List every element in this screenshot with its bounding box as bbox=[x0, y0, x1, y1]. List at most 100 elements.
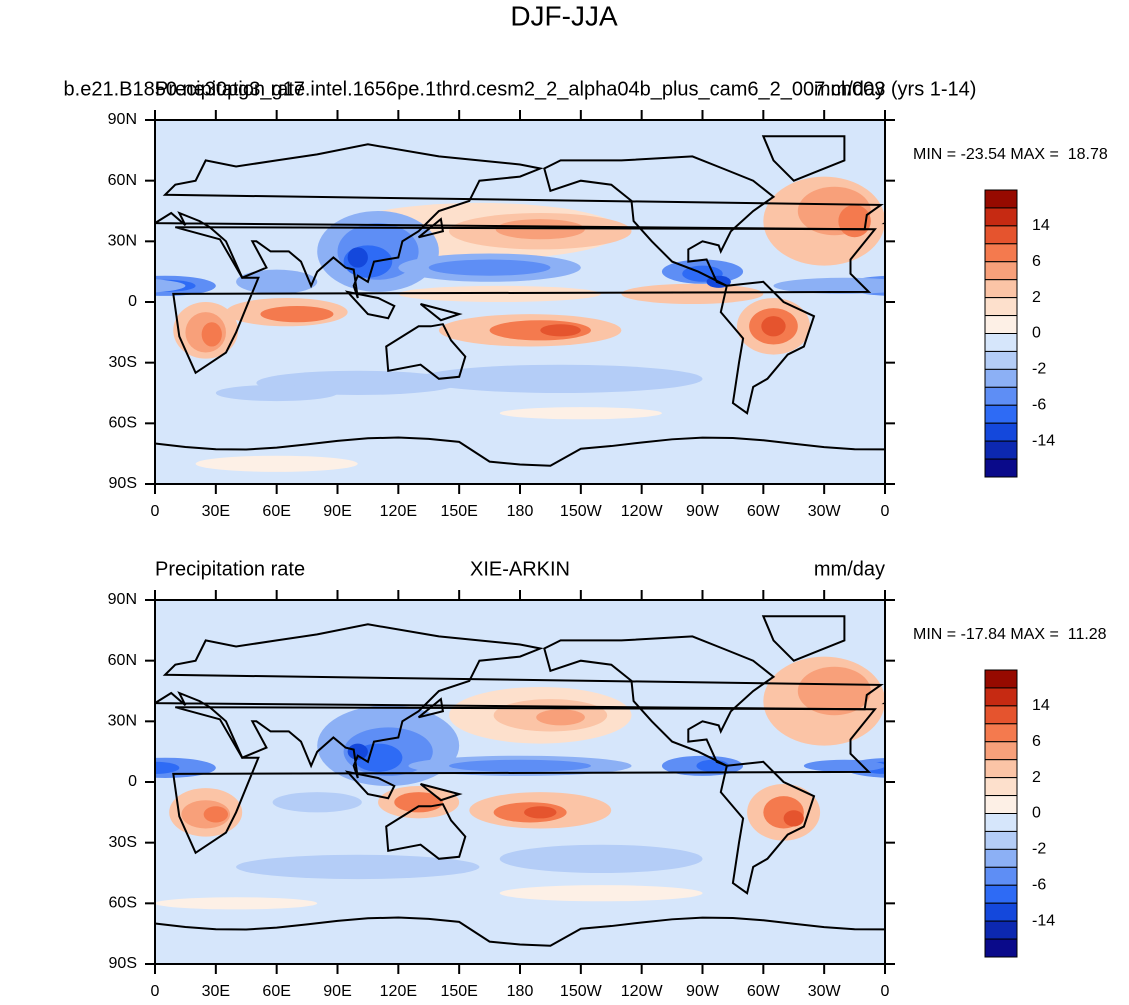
field-contour bbox=[1074, 245, 1123, 277]
x-tick-label: 30E bbox=[202, 983, 230, 1000]
field-contour bbox=[0, 284, 33, 304]
y-tick-label: 60S bbox=[109, 895, 137, 912]
field-contour bbox=[885, 897, 1047, 909]
colorbar-box bbox=[984, 669, 1018, 689]
field-background bbox=[155, 600, 885, 964]
y-tick-label: 30N bbox=[108, 233, 137, 250]
field-contour bbox=[104, 280, 145, 292]
coastline bbox=[419, 303, 463, 322]
colorbar-box bbox=[984, 705, 1018, 725]
field-contour bbox=[74, 760, 155, 772]
field-contour bbox=[418, 364, 703, 393]
field-contour bbox=[1084, 744, 1129, 772]
y-tick-label: 90N bbox=[108, 591, 137, 608]
colorbar-box bbox=[984, 759, 1018, 779]
field-contour bbox=[540, 324, 581, 337]
field-contour bbox=[68, 187, 141, 236]
colorbar-box bbox=[984, 297, 1018, 317]
right-string: mm/day bbox=[814, 558, 885, 580]
colorbar-box bbox=[984, 279, 1018, 299]
x-tick-label: 150E bbox=[440, 503, 477, 520]
x-tick-label: 120W bbox=[621, 983, 664, 1000]
coastline bbox=[155, 436, 885, 467]
x-tick-label: 30E bbox=[202, 503, 230, 520]
colorbar-box bbox=[984, 243, 1018, 263]
x-tick-label: 60W bbox=[747, 983, 781, 1000]
field-contour bbox=[1124, 792, 1129, 812]
field-contour bbox=[347, 247, 368, 268]
y-tick-label: 90S bbox=[109, 955, 137, 972]
field-contour bbox=[155, 897, 318, 910]
colorbar-box bbox=[984, 368, 1018, 388]
colorbar-label: -14 bbox=[1032, 912, 1055, 929]
coastline bbox=[1078, 772, 1125, 798]
field-contour bbox=[915, 312, 956, 352]
y-tick-label: 30S bbox=[109, 834, 137, 851]
colorbar-box bbox=[984, 777, 1018, 797]
field-contour bbox=[0, 756, 13, 776]
colorbar-box bbox=[984, 938, 1018, 958]
field-contour bbox=[19, 308, 68, 344]
x-tick-label: 90E bbox=[323, 503, 351, 520]
colorbar-label: -2 bbox=[1032, 841, 1046, 858]
colorbar-box bbox=[984, 386, 1018, 406]
x-tick-label: 150W bbox=[560, 983, 603, 1000]
y-tick-label: 30N bbox=[108, 713, 137, 730]
coastline bbox=[719, 760, 816, 895]
coastline bbox=[155, 916, 885, 947]
field-contour bbox=[68, 667, 141, 716]
right-string: mm/day bbox=[814, 78, 885, 100]
field-contour bbox=[7, 298, 80, 355]
field-contour bbox=[903, 302, 968, 359]
field-contour bbox=[1078, 744, 1098, 760]
colorbar-box bbox=[984, 687, 1018, 707]
coastline bbox=[172, 226, 877, 375]
y-tick-label: 60N bbox=[108, 652, 137, 669]
field-contour bbox=[54, 810, 74, 826]
colorbar-box bbox=[984, 830, 1018, 850]
y-tick-label: 0 bbox=[128, 293, 137, 310]
x-tick-label: 150E bbox=[440, 983, 477, 1000]
figure-title: DJF-JJA bbox=[510, 0, 618, 31]
colorbar-label: -6 bbox=[1032, 876, 1046, 893]
coastline bbox=[155, 623, 884, 779]
y-tick-label: 60N bbox=[108, 172, 137, 189]
field-contour bbox=[428, 259, 551, 276]
colorbar-box bbox=[984, 315, 1018, 334]
map-field bbox=[0, 120, 1123, 484]
colorbar-label: 6 bbox=[1032, 253, 1041, 270]
field-contour bbox=[155, 761, 180, 774]
field-contour bbox=[934, 806, 958, 822]
x-tick-label: 180 bbox=[507, 983, 534, 1000]
coastline bbox=[1116, 804, 1129, 859]
y-tick-label: 90S bbox=[109, 475, 137, 492]
coastline bbox=[385, 323, 467, 380]
colorbar-label: 6 bbox=[1032, 733, 1041, 750]
field-contour bbox=[31, 316, 55, 336]
map-panel: 90N 60N 30N 0 30S 60S 90S 0 30E 60E 90E 120E 150E 180… bbox=[0, 78, 1123, 520]
x-tick-label: 120E bbox=[380, 503, 417, 520]
colorbar-label: -6 bbox=[1032, 396, 1046, 413]
colorbar-box bbox=[984, 458, 1018, 478]
x-tick-label: 150W bbox=[560, 503, 603, 520]
colorbar-box bbox=[984, 422, 1018, 442]
field-contour bbox=[155, 279, 186, 293]
x-tick-label: 30W bbox=[808, 503, 842, 520]
x-tick-label: 90W bbox=[686, 503, 720, 520]
x-tick-label: 60W bbox=[747, 503, 781, 520]
field-contour bbox=[272, 792, 362, 813]
field-contour bbox=[201, 322, 222, 347]
coastline bbox=[543, 635, 776, 767]
colorbar-box bbox=[984, 189, 1018, 209]
coastline bbox=[155, 143, 884, 299]
x-tick-label: 0 bbox=[151, 983, 160, 1000]
colorbar-box bbox=[984, 723, 1018, 743]
colorbar-box bbox=[984, 404, 1018, 424]
colorbar-label: 2 bbox=[1032, 769, 1041, 786]
coastline bbox=[761, 615, 846, 662]
field-contour bbox=[783, 810, 804, 827]
colorbar-label: 14 bbox=[1032, 217, 1050, 234]
colorbar-box bbox=[984, 350, 1018, 370]
field-contour bbox=[797, 666, 871, 716]
colorbar-label: -14 bbox=[1032, 432, 1055, 449]
